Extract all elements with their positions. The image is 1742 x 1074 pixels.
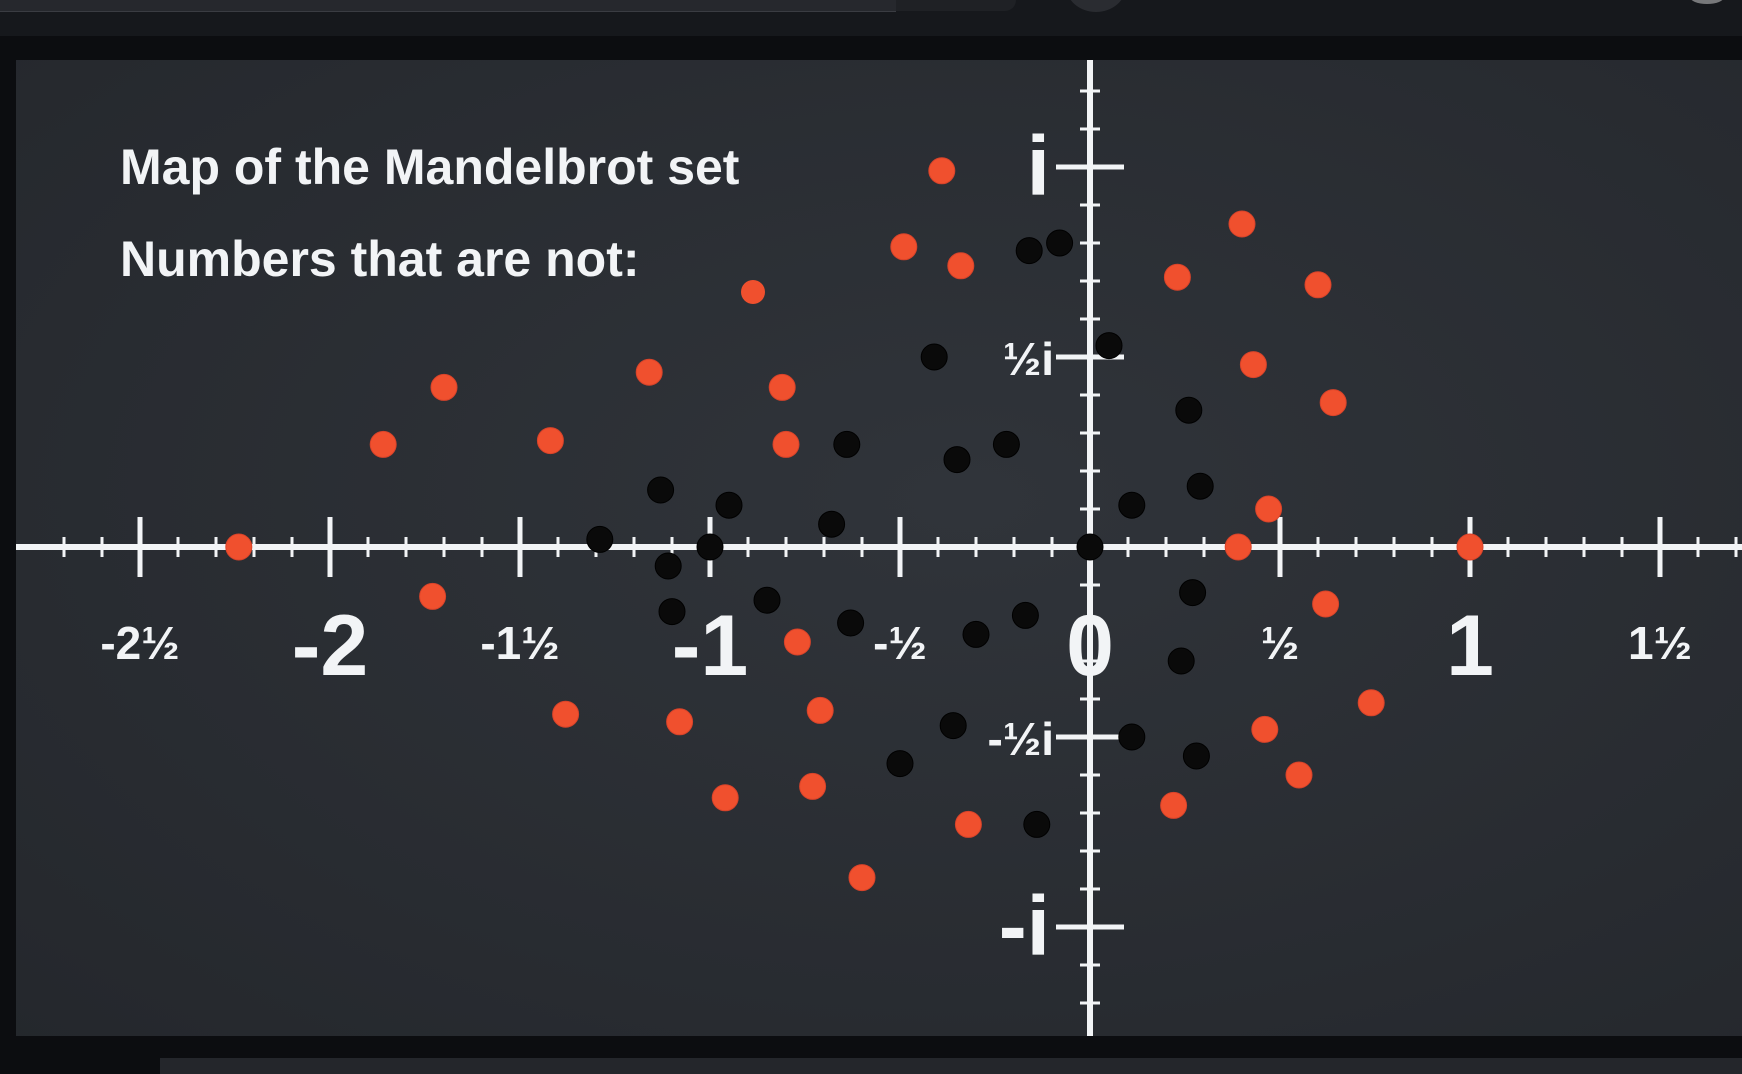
x-tick-label: ½ — [1261, 617, 1299, 669]
not-in-set-point — [1285, 761, 1313, 789]
in-set-point — [833, 430, 861, 458]
in-set-point — [647, 476, 675, 504]
in-set-point — [962, 620, 990, 648]
not-in-set-point — [666, 708, 694, 736]
x-tick-label: -2½ — [100, 617, 179, 669]
in-set-point — [992, 430, 1020, 458]
in-set-point — [654, 552, 682, 580]
not-in-set-point — [1251, 715, 1279, 743]
x-tick-label: -1½ — [480, 617, 559, 669]
in-set-point — [586, 525, 614, 553]
not-in-set-point — [1224, 533, 1252, 561]
not-in-set-point — [1319, 389, 1347, 417]
in-set-point — [1179, 579, 1207, 607]
in-set-point — [920, 343, 948, 371]
not-in-set-point — [225, 533, 253, 561]
x-tick-label: 1 — [1446, 598, 1494, 694]
mandelbrot-map-chart: -2½ -2 -1½ -1 -½ 0 ½ 1 1½i½i-½i-i Map of the Man… — [16, 60, 1742, 1036]
browser-button[interactable] — [1066, 0, 1126, 12]
in-set-point — [886, 750, 914, 778]
not-in-set-point — [536, 427, 564, 455]
in-set-point — [658, 598, 686, 626]
browser-bottom-bar — [160, 1058, 1742, 1074]
in-set-point — [1182, 742, 1210, 770]
not-in-set-point — [806, 696, 834, 724]
in-set-point — [1076, 533, 1104, 561]
not-in-set-point — [635, 358, 663, 386]
browser-tab-edge — [896, 0, 1016, 11]
not-in-set-point — [1304, 271, 1332, 299]
in-set-point — [1167, 647, 1195, 675]
in-set-point — [1015, 237, 1043, 265]
not-in-set-point — [799, 772, 827, 800]
legend-not-marker — [741, 280, 765, 304]
not-in-set-point — [772, 430, 800, 458]
y-tick-label: ½i — [1003, 333, 1054, 385]
in-set-point — [1095, 332, 1123, 360]
not-in-set-point — [369, 430, 397, 458]
x-tick-label: -2 — [292, 598, 368, 694]
browser-top-bar — [0, 0, 1742, 36]
not-in-set-point — [1160, 791, 1188, 819]
not-in-set-point — [1239, 351, 1267, 379]
y-tick-label: -i — [999, 879, 1050, 973]
not-in-set-point — [711, 784, 739, 812]
chart-title: Map of the Mandelbrot set — [120, 139, 740, 195]
y-tick-label: -½i — [988, 713, 1054, 765]
y-tick-label: i — [1027, 119, 1050, 213]
not-in-set-point — [1163, 263, 1191, 291]
not-in-set-point — [1228, 210, 1256, 238]
not-in-set-point — [419, 582, 447, 610]
not-in-set-point — [928, 157, 956, 185]
not-in-set-point — [1312, 590, 1340, 618]
in-set-point — [696, 533, 724, 561]
avatar[interactable] — [1690, 0, 1724, 4]
in-set-point — [818, 510, 846, 538]
browser-tab-strip[interactable] — [0, 0, 896, 12]
projected-slide: -2½ -2 -1½ -1 -½ 0 ½ 1 1½ i ½i -½i -i Map of the Man… — [16, 60, 1742, 1036]
not-in-set-point — [552, 700, 580, 728]
not-in-set-point — [768, 373, 796, 401]
not-in-set-point — [1255, 495, 1283, 523]
not-in-set-point — [954, 810, 982, 838]
in-set-point — [1023, 810, 1051, 838]
in-set-point — [939, 712, 967, 740]
in-set-point — [753, 586, 781, 614]
points — [225, 157, 1484, 892]
in-set-point — [1046, 229, 1074, 257]
in-set-point — [1118, 723, 1146, 751]
not-in-set-point — [1357, 689, 1385, 717]
in-set-point — [1175, 396, 1203, 424]
in-set-point — [715, 491, 743, 519]
not-in-set-point — [1456, 533, 1484, 561]
x-tick-label: 0 — [1066, 598, 1114, 694]
in-set-point — [837, 609, 865, 637]
not-in-set-point — [848, 864, 876, 892]
in-set-point — [943, 446, 971, 474]
not-in-set-point — [430, 373, 458, 401]
in-set-point — [1186, 472, 1214, 500]
not-in-set-point — [783, 628, 811, 656]
x-tick-label: 1½ — [1628, 617, 1692, 669]
x-tick-label: -½ — [873, 617, 927, 669]
not-in-set-point — [947, 252, 975, 280]
chart-subtitle: Numbers that are not: — [120, 231, 640, 287]
in-set-point — [1011, 601, 1039, 629]
not-in-set-point — [890, 233, 918, 261]
in-set-point — [1118, 491, 1146, 519]
